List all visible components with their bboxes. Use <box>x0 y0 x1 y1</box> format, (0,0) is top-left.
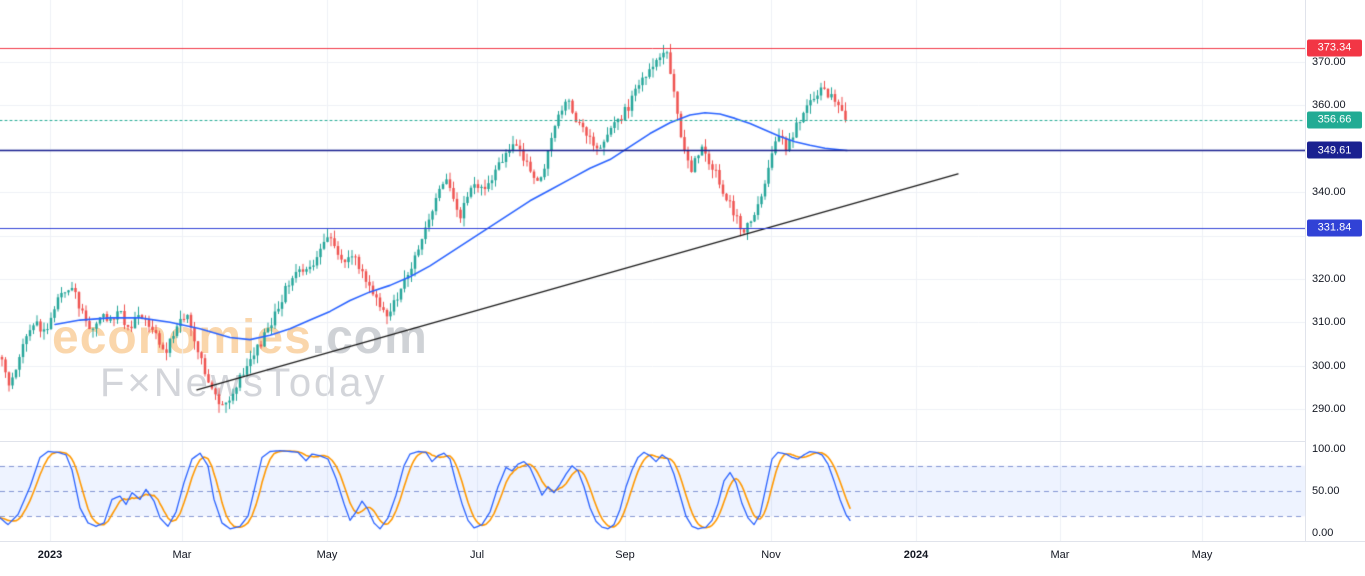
stoch-tick-label: 50.00 <box>1312 485 1340 497</box>
time-tick-label: May <box>1191 549 1213 561</box>
price-tick-label: 320.00 <box>1312 272 1346 285</box>
price-axis-border <box>1305 0 1306 541</box>
time-axis[interactable]: 2023 Mar May Jul Sep Nov 2024 Mar May <box>0 542 1365 576</box>
time-tick-label: 2023 <box>37 549 63 561</box>
time-tick-label: Sep <box>615 549 635 561</box>
pane-separator[interactable] <box>0 441 1365 442</box>
price-tick-label: 360.00 <box>1312 99 1346 112</box>
stoch-tick-label: 0.00 <box>1312 527 1334 539</box>
price-badge: 373.34 <box>1307 39 1362 56</box>
price-badge: 331.84 <box>1307 219 1362 237</box>
time-axis-separator <box>0 541 1365 542</box>
price-tick-label: 300.00 <box>1312 359 1346 372</box>
stoch-tick-label: 100.00 <box>1312 443 1346 455</box>
time-tick-label: May <box>316 549 338 561</box>
price-badge: 356.66 <box>1307 111 1362 129</box>
price-tick-label: 310.00 <box>1312 316 1346 329</box>
price-tick-label: 290.00 <box>1312 403 1346 415</box>
time-tick-label: Jul <box>469 549 485 561</box>
price-tick-label: 370.00 <box>1312 56 1346 68</box>
time-tick-label: 2024 <box>903 549 929 561</box>
price-axis[interactable]: 370.00 360.00 340.00 320.00 310.00 300.00 290.… <box>1306 0 1365 541</box>
time-tick-label: Nov <box>761 549 781 561</box>
time-tick-label: Mar <box>1050 549 1070 561</box>
time-tick-label: Mar <box>172 549 192 561</box>
price-tick-label: 340.00 <box>1312 186 1346 199</box>
price-badge: 349.61 <box>1307 141 1362 159</box>
